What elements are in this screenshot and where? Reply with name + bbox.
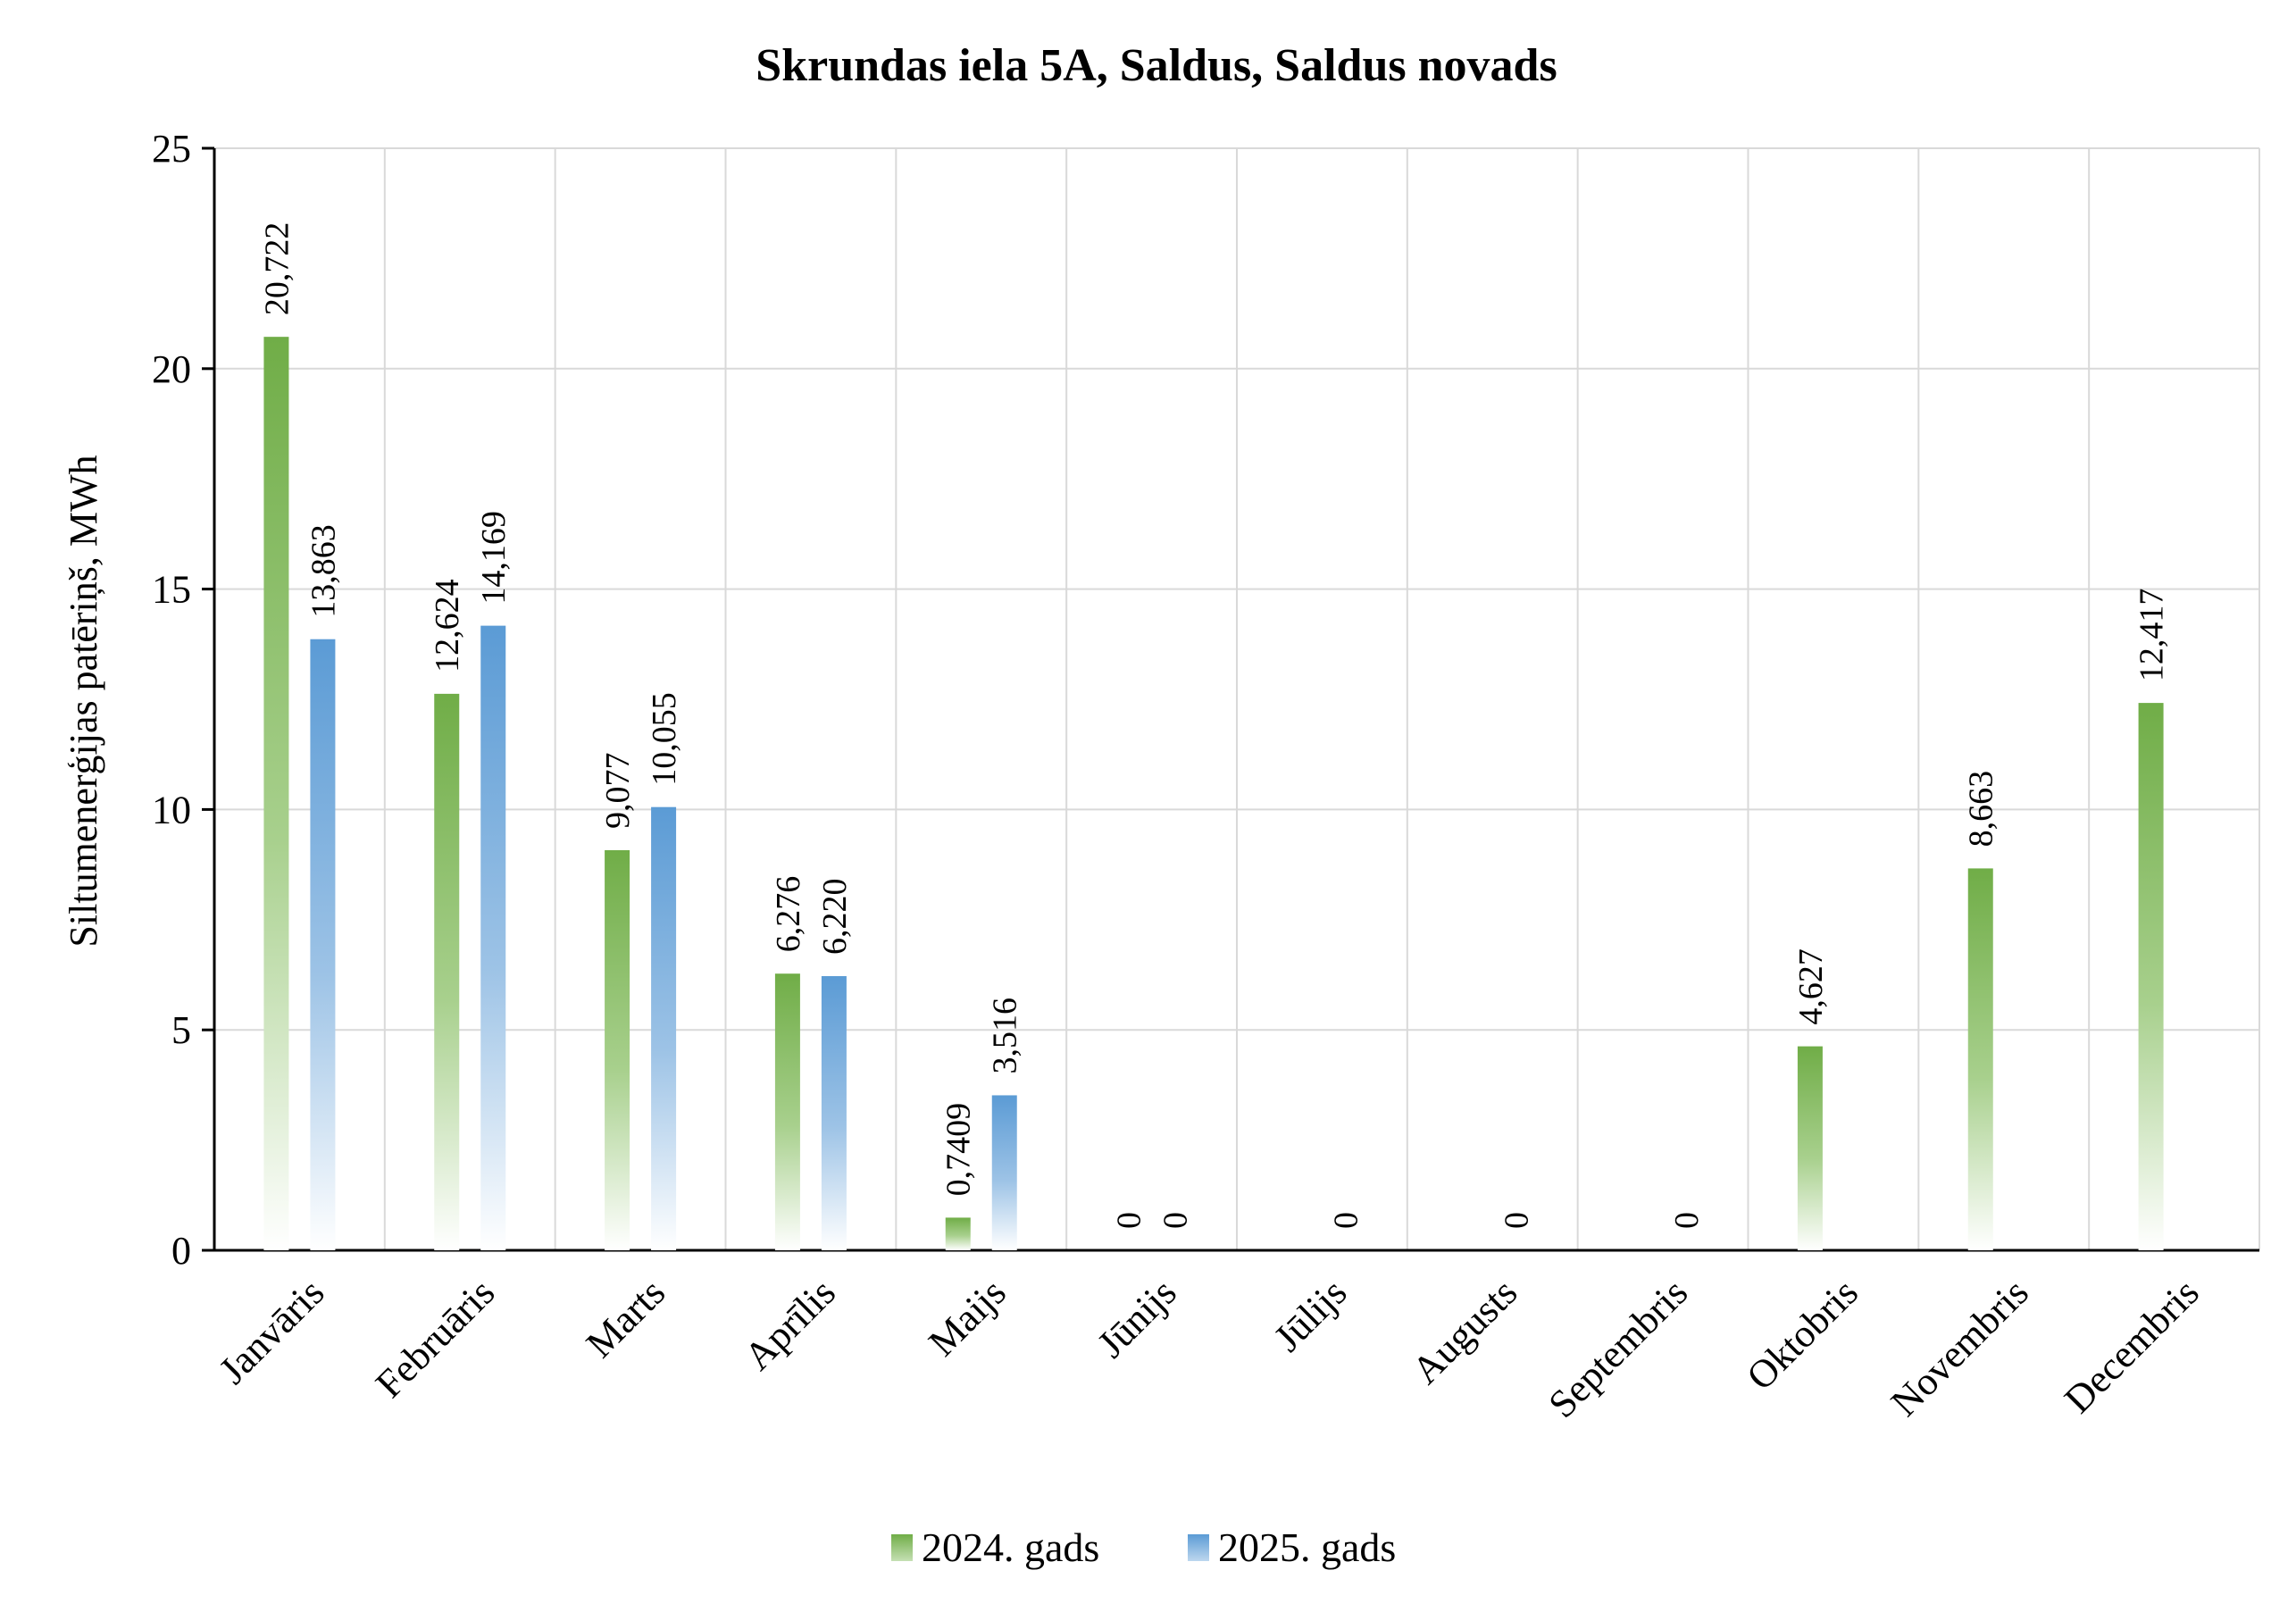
y-tick-label: 10	[152, 788, 191, 831]
chart-title: Skrundas iela 5A, Saldus, Saldus novads	[756, 40, 1557, 91]
bar	[774, 973, 800, 1250]
bar	[651, 806, 677, 1250]
bar	[434, 693, 460, 1250]
data-label: 8,663	[1963, 771, 2000, 848]
legend-label: 2025. gads	[1218, 1524, 1396, 1570]
x-tick-label: Janvāris	[211, 1270, 333, 1392]
axes: 0 5 10 15 20 25	[152, 127, 2259, 1273]
data-label: 3,516	[987, 998, 1024, 1074]
x-tick-label: Jūlijs	[1265, 1270, 1355, 1359]
data-label: 0	[1668, 1212, 1706, 1229]
bar	[1797, 1046, 1823, 1250]
x-tick-label: Septembris	[1540, 1270, 1697, 1426]
legend-swatch	[891, 1534, 913, 1561]
bar	[2138, 703, 2164, 1250]
data-label: 0	[1111, 1212, 1148, 1229]
bar	[821, 975, 847, 1250]
data-label: 14,169	[475, 511, 513, 605]
bar	[605, 849, 630, 1250]
y-tick-label: 5	[171, 1008, 191, 1052]
data-labels: 20,722 12,624 9,077 6,276 0,7409 0 4,627 8,663 1…	[258, 222, 2170, 1229]
x-tick-label: Marts	[578, 1270, 673, 1366]
data-label: 9,077	[599, 752, 637, 829]
data-label: 12,624	[429, 579, 466, 672]
bar	[945, 1217, 971, 1250]
bar	[480, 625, 506, 1250]
data-label: 0	[1327, 1212, 1365, 1229]
grid	[214, 147, 2260, 1250]
data-label: 10,055	[646, 692, 683, 786]
data-label: 0	[1157, 1212, 1195, 1229]
y-tick-label: 0	[171, 1229, 191, 1273]
data-label: 6,276	[770, 876, 807, 953]
y-tick-label: 25	[152, 127, 191, 171]
data-label: 6,220	[816, 878, 854, 955]
x-tick-label: Decembris	[2056, 1270, 2207, 1421]
legend-swatch	[1188, 1534, 1209, 1561]
bar	[310, 639, 336, 1250]
legend: 2024. gads 2025. gads	[891, 1524, 1396, 1570]
data-label: 13,863	[305, 524, 342, 618]
legend-label: 2024. gads	[922, 1524, 1099, 1570]
data-label: 12,417	[2133, 589, 2171, 682]
x-tick-label: Aprīlis	[736, 1270, 844, 1378]
y-tick-label: 20	[152, 347, 191, 391]
bars	[263, 337, 2164, 1250]
x-tick-label: Oktobris	[1738, 1270, 1866, 1399]
bar	[991, 1095, 1017, 1250]
data-label: 4,627	[1792, 948, 1830, 1024]
bar	[263, 337, 289, 1250]
x-tick-label: Februāris	[367, 1270, 503, 1406]
x-tick-label: Maijs	[920, 1270, 1014, 1365]
bar	[1967, 868, 1993, 1250]
data-label: 0,7409	[940, 1103, 978, 1197]
data-label: 0	[1498, 1212, 1535, 1229]
x-tick-label: Jūnijs	[1089, 1270, 1184, 1366]
x-tick-label: Augusts	[1404, 1270, 1526, 1392]
y-axis-label: Siltumenerģijas patēriņš, MWh	[62, 455, 105, 947]
x-tick-labels: Janvāris Februāris Marts Aprīlis Maijs Jūnijs…	[211, 1270, 2208, 1426]
x-tick-label: Novembris	[1883, 1270, 2037, 1424]
y-tick-label: 15	[152, 568, 191, 612]
data-label: 20,722	[258, 222, 296, 316]
